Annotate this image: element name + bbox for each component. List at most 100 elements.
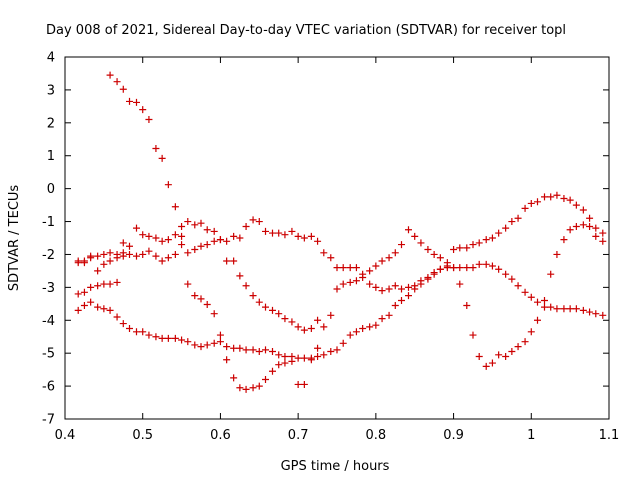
data-point <box>527 328 535 336</box>
data-point <box>314 352 322 360</box>
data-point <box>139 250 147 258</box>
data-point <box>106 71 114 79</box>
data-point <box>216 331 224 339</box>
data-point <box>281 359 289 367</box>
data-point <box>521 204 529 212</box>
data-point <box>197 295 205 303</box>
data-point <box>430 250 438 258</box>
data-point <box>417 277 425 285</box>
data-point <box>314 344 322 352</box>
data-point <box>203 341 211 349</box>
data-point <box>145 247 153 255</box>
data-point <box>508 348 516 356</box>
data-point <box>152 144 160 152</box>
data-point <box>521 288 529 296</box>
data-point <box>339 339 347 347</box>
data-point <box>320 249 328 257</box>
data-point <box>281 352 289 360</box>
data-point <box>527 199 535 207</box>
data-point <box>391 301 399 309</box>
data-point <box>80 301 88 309</box>
data-point <box>281 231 289 239</box>
data-point <box>339 280 347 288</box>
data-point <box>366 280 374 288</box>
data-point <box>450 264 458 272</box>
data-point <box>94 282 102 290</box>
data-point <box>113 278 121 286</box>
data-point <box>197 343 205 351</box>
data-point <box>553 250 561 258</box>
data-point <box>184 280 192 288</box>
data-point <box>450 246 458 254</box>
data-point <box>100 250 108 258</box>
data-point <box>456 264 464 272</box>
data-point <box>249 346 257 354</box>
data-point <box>385 254 393 262</box>
data-point <box>586 222 594 230</box>
data-point <box>592 232 600 240</box>
data-point <box>230 374 238 382</box>
data-point <box>113 313 121 321</box>
data-point <box>592 310 600 318</box>
data-point <box>572 305 580 313</box>
data-point <box>502 270 510 278</box>
data-point <box>119 252 127 260</box>
data-point <box>339 264 347 272</box>
data-point <box>553 191 561 199</box>
data-point <box>366 267 374 275</box>
data-point <box>372 321 380 329</box>
data-point <box>514 282 522 290</box>
data-point <box>74 290 82 298</box>
x-tick-label: 0.4 <box>55 428 76 443</box>
data-point <box>547 270 555 278</box>
data-point <box>119 239 127 247</box>
data-point <box>320 351 328 359</box>
data-point <box>463 244 471 252</box>
data-point <box>475 260 483 268</box>
data-point <box>223 343 231 351</box>
data-point <box>495 265 503 273</box>
data-point <box>268 348 276 356</box>
data-point <box>164 181 172 189</box>
data-point <box>171 334 179 342</box>
data-point <box>579 206 587 214</box>
data-point <box>139 106 147 114</box>
y-tick-label: 0 <box>47 182 55 197</box>
data-point <box>592 224 600 232</box>
data-point <box>132 328 140 336</box>
data-point <box>411 232 419 240</box>
data-point <box>74 257 82 265</box>
data-point <box>540 193 548 201</box>
data-point <box>242 385 250 393</box>
y-tick-label: 1 <box>47 149 55 164</box>
y-tick-label: -6 <box>42 380 55 395</box>
data-point <box>352 264 360 272</box>
data-point <box>203 226 211 234</box>
data-point <box>572 201 580 209</box>
data-point <box>164 236 172 244</box>
data-point <box>443 264 451 272</box>
data-point <box>145 116 153 124</box>
data-point <box>320 323 328 331</box>
data-point <box>106 280 114 288</box>
data-point <box>436 265 444 273</box>
data-point <box>191 292 199 300</box>
x-tick-label: 1 <box>527 428 535 443</box>
y-tick-label: -5 <box>42 347 55 362</box>
data-point <box>158 237 166 245</box>
x-tick-label: 0.8 <box>366 428 387 443</box>
series-1 <box>106 71 607 393</box>
data-point <box>572 222 580 230</box>
data-point <box>164 334 172 342</box>
data-point <box>288 318 296 326</box>
data-point <box>230 344 238 352</box>
data-point <box>488 359 496 367</box>
data-point <box>560 195 568 203</box>
data-point <box>488 262 496 270</box>
data-point <box>534 198 542 206</box>
data-point <box>566 226 574 234</box>
data-point <box>236 384 244 392</box>
data-point <box>488 234 496 242</box>
data-point <box>514 343 522 351</box>
data-point <box>262 346 270 354</box>
